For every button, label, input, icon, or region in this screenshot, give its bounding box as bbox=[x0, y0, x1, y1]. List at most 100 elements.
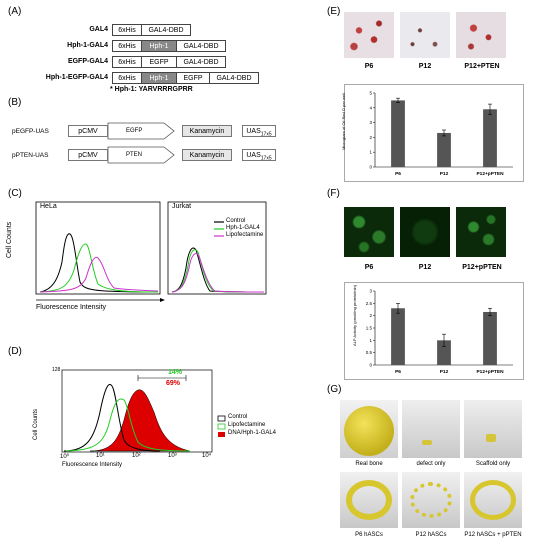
uas-box: UAS17x5 bbox=[242, 149, 276, 161]
panel-d-xlabel: Fluorescence Intensity bbox=[62, 462, 123, 468]
hph1-box: Hph-1 bbox=[141, 40, 177, 52]
vector-name: pPTEN-UAS bbox=[12, 152, 49, 159]
bar bbox=[437, 340, 451, 365]
chart-f: 0 0.5 1 1.5 2 2.5 3 P6 P12 P12+pPTEN bbox=[366, 289, 513, 375]
ytick-top: 128 bbox=[52, 367, 61, 373]
ct-image-defect-only bbox=[402, 400, 460, 458]
ct-image-scaffold-only bbox=[464, 400, 522, 458]
egfp-box: EGFP bbox=[141, 56, 177, 68]
image-label: P12 bbox=[418, 264, 432, 271]
pct-green: 14% bbox=[168, 369, 183, 376]
xtick: 10¹ bbox=[96, 453, 105, 459]
image-label: P12+pPTEN bbox=[462, 264, 502, 271]
hph1-curve bbox=[39, 243, 159, 293]
bar bbox=[483, 109, 497, 167]
control-curve bbox=[39, 233, 159, 293]
y-tick-label: 0 bbox=[369, 165, 372, 170]
xtick: 10² bbox=[132, 453, 141, 459]
panel-label-e: (E) bbox=[327, 6, 341, 17]
bar bbox=[391, 308, 405, 365]
image-label: P12 hASCs + pPTEN bbox=[464, 532, 522, 538]
jurkat-label: Jurkat bbox=[172, 203, 192, 210]
ct-image-p6 bbox=[340, 472, 398, 528]
egfp-label: EGFP bbox=[126, 128, 143, 134]
his-tag-box: 6xHis bbox=[112, 56, 142, 68]
dna-hph1-fill bbox=[89, 389, 191, 452]
alp-image-p12 bbox=[400, 207, 450, 257]
category-label: P12 bbox=[440, 171, 449, 177]
legend-control: Control bbox=[226, 218, 246, 224]
vector-name: pEGFP-UAS bbox=[12, 128, 49, 135]
lipofectamine-curve bbox=[39, 256, 159, 293]
image-label: Real bone bbox=[355, 461, 383, 467]
legend-lipo-d: Lipofectamine bbox=[228, 422, 266, 428]
panel-label-b: (B) bbox=[8, 97, 22, 108]
panel-label-a: (A) bbox=[8, 6, 22, 17]
y-tick-label: 1 bbox=[369, 150, 372, 155]
dbd-box: GAL4-DBD bbox=[141, 24, 191, 36]
panel-c-plot bbox=[35, 201, 267, 302]
panel-label-g: (G) bbox=[327, 384, 342, 395]
vector-arrows bbox=[107, 122, 175, 164]
alp-image-p12-pten bbox=[456, 207, 506, 257]
construct-name: Hph-1-EGFP-GAL4 bbox=[45, 74, 108, 81]
hph1-sequence-note: * Hph-1: YARVRRRGPRR bbox=[110, 86, 193, 93]
hela-label: HeLa bbox=[40, 203, 57, 210]
promoter-box: pCMV bbox=[68, 149, 108, 161]
oil-red-image-p6 bbox=[344, 12, 394, 58]
image-label: P6 hASCs bbox=[355, 532, 383, 538]
kanamycin-box: Kanamycin bbox=[182, 149, 232, 161]
category-label: P6 bbox=[395, 369, 401, 375]
panel-label-f: (F) bbox=[327, 188, 340, 199]
y-tick-label: 3 bbox=[369, 120, 372, 125]
category-label: P12+pPTEN bbox=[476, 171, 504, 177]
lipo-curve-jurkat bbox=[171, 253, 265, 293]
construct-name: Hph-1-GAL4 bbox=[67, 42, 108, 49]
his-tag-box: 6xHis bbox=[112, 24, 142, 36]
image-label: P6 bbox=[364, 264, 374, 271]
image-label: Scaffold only bbox=[475, 461, 511, 467]
dbd-box: GAL4-DBD bbox=[209, 72, 259, 84]
his-tag-box: 6xHis bbox=[112, 40, 142, 52]
oil-red-image-p12-pten bbox=[456, 12, 506, 58]
image-label: P12 bbox=[418, 63, 432, 70]
hph1-box: Hph-1 bbox=[141, 72, 177, 84]
pct-red: 69% bbox=[166, 380, 181, 387]
image-label: defect only bbox=[416, 461, 446, 467]
legend-dna-d: DNA/Hph-1-GAL4 bbox=[228, 430, 277, 436]
bar bbox=[483, 311, 497, 365]
legend-lipofectamine: Lipofectamine bbox=[226, 232, 264, 238]
promoter-box: pCMV bbox=[68, 125, 108, 137]
construct-name: EGFP-GAL4 bbox=[67, 58, 108, 65]
legend-hph1: Hph-1-GAL4 bbox=[226, 225, 260, 231]
y-tick-label: 2 bbox=[369, 313, 372, 318]
xtick: 10³ bbox=[168, 453, 177, 459]
panel-c-xlabel: Fluorescence Intensity bbox=[36, 304, 107, 311]
category-label: P6 bbox=[395, 171, 401, 177]
y-tick-label: 1.5 bbox=[366, 326, 373, 331]
chart-f-frame: 0 0.5 1 1.5 2 2.5 3 P6 P12 P12+pPTEN bbox=[344, 282, 524, 380]
bar bbox=[391, 100, 405, 167]
image-label: P6 bbox=[364, 63, 374, 70]
ct-image-real-bone bbox=[340, 400, 398, 458]
image-label: P12 hASCs bbox=[415, 532, 447, 538]
oil-red-image-p12 bbox=[400, 12, 450, 58]
panel-label-c: (C) bbox=[8, 188, 22, 199]
y-tick-label: 0 bbox=[369, 363, 372, 368]
ct-image-p12-pten bbox=[464, 472, 522, 528]
kanamycin-box: Kanamycin bbox=[182, 125, 232, 137]
panel-d-plot bbox=[61, 369, 226, 453]
y-tick-label: 0.5 bbox=[366, 350, 373, 355]
dbd-box: GAL4-DBD bbox=[176, 56, 226, 68]
chart-e-frame: 0 1 2 3 4 5 P6 P12 P12+pPTEN bbox=[344, 84, 524, 182]
y-tick-label: 4 bbox=[369, 105, 372, 110]
uas-subscript: 17x5 bbox=[260, 155, 272, 162]
ct-image-p12 bbox=[402, 472, 460, 528]
legend-control-d: Control bbox=[228, 414, 248, 420]
y-tick-label: 3 bbox=[369, 289, 372, 294]
category-label: P12+pPTEN bbox=[476, 369, 504, 375]
pten-label: PTEN bbox=[126, 152, 143, 158]
y-tick-label: 2.5 bbox=[366, 301, 373, 306]
control-curve-d bbox=[63, 384, 161, 452]
xtick: 10⁰ bbox=[60, 454, 70, 460]
